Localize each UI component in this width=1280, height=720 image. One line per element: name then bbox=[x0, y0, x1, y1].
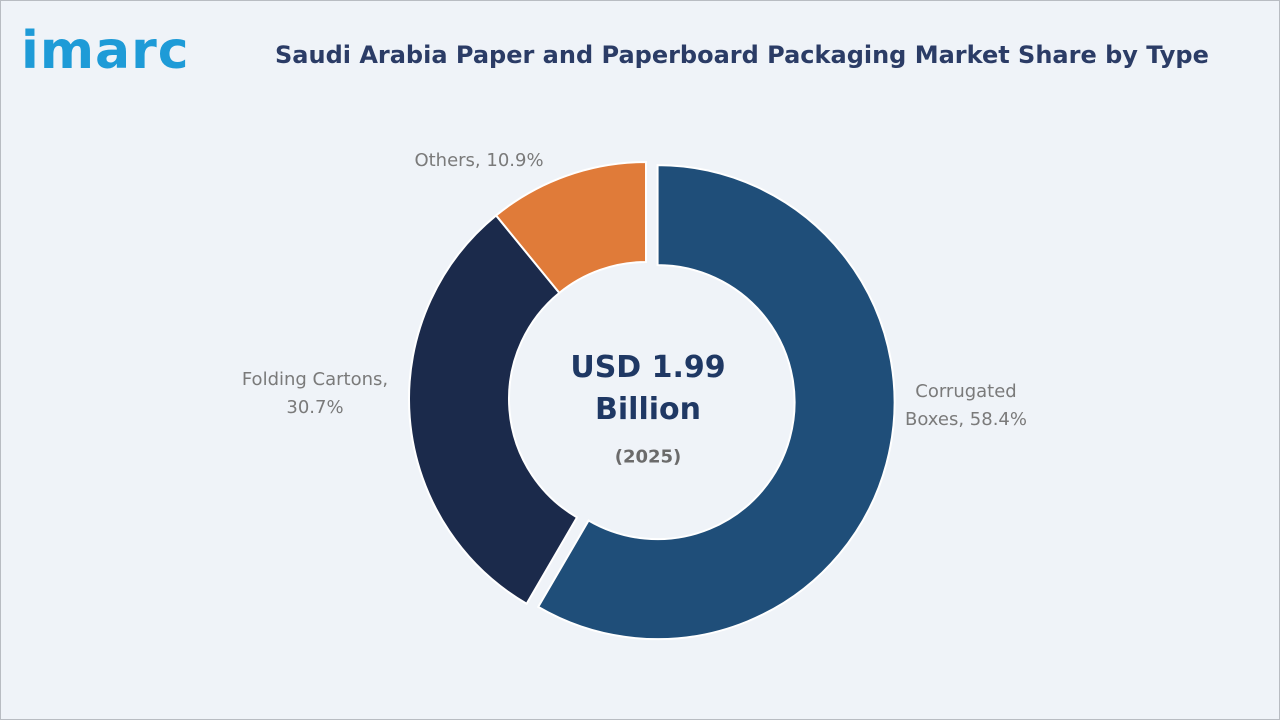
data-label: Corrugated Boxes, 58.4% bbox=[905, 381, 1027, 430]
center-sublabel: (2025) bbox=[614, 446, 682, 468]
chart-title: Saudi Arabia Paper and Paperboard Packag… bbox=[275, 41, 1209, 69]
logo: imarc bbox=[21, 21, 190, 81]
donut-slice bbox=[408, 214, 579, 606]
donut-slice bbox=[536, 164, 896, 641]
data-label: Others, 10.9% bbox=[414, 150, 544, 171]
donut-slice bbox=[494, 160, 647, 295]
center-label: USD 1.99 Billion bbox=[570, 350, 726, 427]
data-label: Folding Cartons, 30.7% bbox=[241, 369, 389, 418]
